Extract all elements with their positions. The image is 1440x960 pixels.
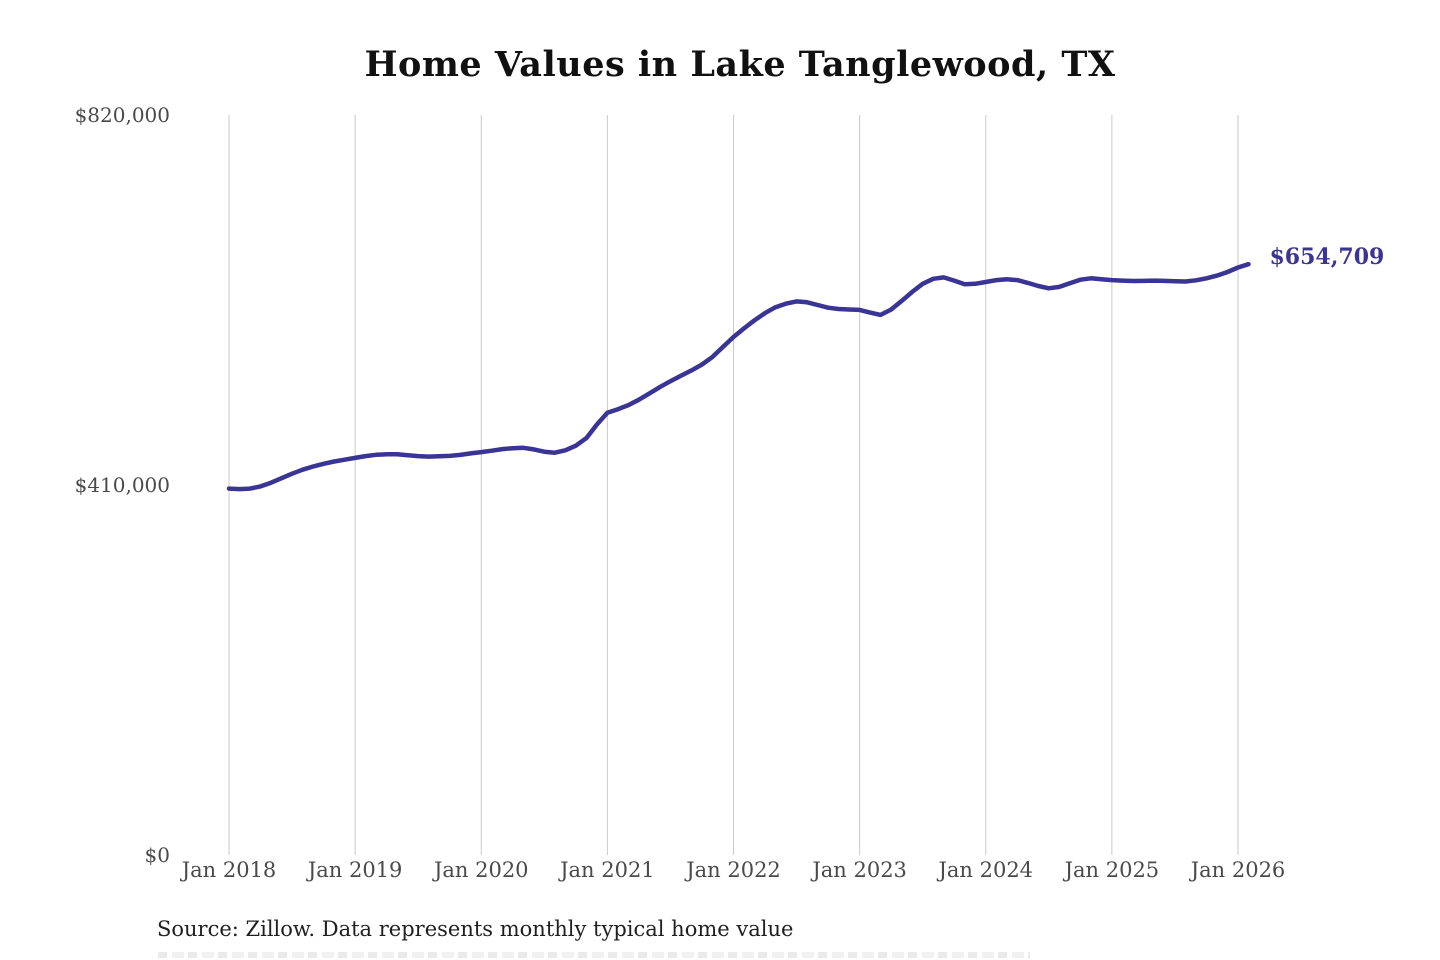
x-tick-label: Jan 2019 [307,858,403,882]
x-tick-label: Jan 2021 [560,858,655,882]
x-tick-label: Jan 2022 [686,858,781,882]
y-tick-label: $410,000 [74,473,170,497]
y-tick-label: $0 [144,843,170,867]
x-tick-label: Jan 2023 [812,858,907,882]
x-tick-label: Jan 2025 [1064,858,1160,882]
y-tick-label: $820,000 [74,103,170,127]
chart-title: Home Values in Lake Tanglewood, TX [364,44,1116,85]
cropped-text-remnant [158,952,1030,958]
end-value-label: $654,709 [1269,244,1385,271]
source-note: Source: Zillow. Data represents monthly … [157,917,794,941]
x-tick-label: Jan 2018 [181,858,277,882]
home-value-line [226,261,1251,492]
x-tick-label: Jan 2024 [938,858,1034,882]
x-tick-label: Jan 2026 [1190,858,1286,882]
gridlines [228,115,1239,855]
x-tick-label: Jan 2020 [433,858,529,882]
